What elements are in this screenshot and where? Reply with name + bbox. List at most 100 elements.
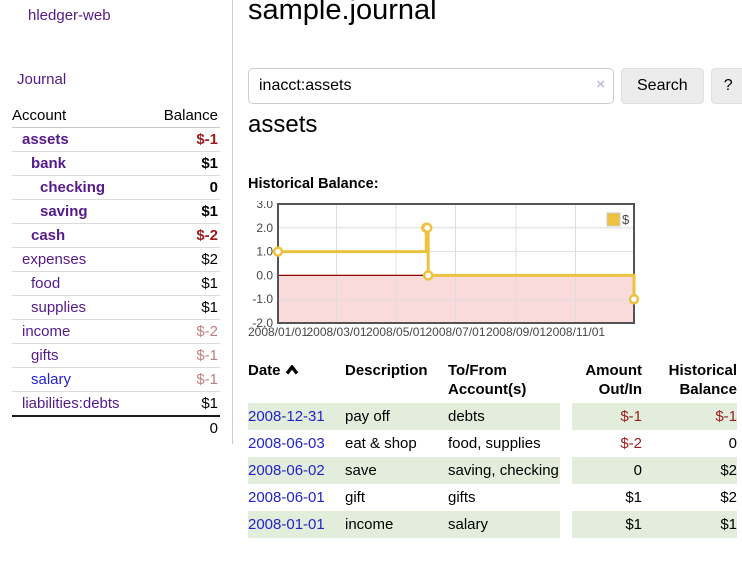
account-row: bank $1 [12, 151, 220, 176]
account-name-cell: liabilities:debts [12, 391, 149, 417]
search-input[interactable] [248, 68, 614, 104]
txn-date-link[interactable]: 2008-06-01 [248, 489, 325, 506]
account-name-cell: saving [12, 199, 149, 224]
account-balance: $-1 [148, 367, 220, 392]
txn-accounts: debts [448, 403, 560, 430]
txn-amount: $-1 [572, 403, 642, 430]
help-button[interactable]: ? [710, 68, 742, 104]
table-header-accounts: To/From Account(s) [448, 362, 527, 398]
accounts-header-account: Account [12, 104, 149, 128]
sidebar-item-journal[interactable]: Journal [17, 71, 67, 88]
chart-title: Historical Balance: [248, 176, 379, 192]
svg-text:-2.0: -2.0 [252, 316, 273, 330]
svg-text:2008/03/01: 2008/03/01 [306, 325, 366, 339]
svg-text:2008/01/01: 2008/01/01 [248, 325, 308, 339]
account-row: salary $-1 [12, 367, 220, 392]
svg-text:2008/05/01: 2008/05/01 [366, 325, 426, 339]
txn-balance: $-1 [642, 403, 737, 430]
account-balance: $-1 [148, 343, 220, 368]
account-balance: $1 [148, 295, 220, 320]
svg-text:2008/11/01: 2008/11/01 [546, 325, 605, 339]
sidebar-account-link[interactable]: cash [31, 227, 66, 244]
account-name-cell: food [12, 271, 149, 296]
accounts-header-balance: Balance [148, 104, 220, 128]
txn-date-cell: 2008-12-31 [248, 403, 345, 430]
account-row: gifts $-1 [12, 343, 220, 368]
account-balance: $1 [148, 199, 220, 224]
sidebar-account-link[interactable]: supplies [31, 299, 87, 316]
txn-description: eat & shop [345, 435, 417, 452]
txn-description: save [345, 457, 448, 484]
txn-amount: 0 [572, 457, 642, 484]
txn-date-link[interactable]: 2008-01-01 [248, 516, 325, 533]
sidebar: hledger-web Journal Account Balance asse… [0, 0, 233, 444]
account-row: assets $-1 [12, 127, 220, 152]
accounts-table: Account Balance assets $-1 bank $1 checking 0… [12, 104, 220, 440]
svg-text:2.0: 2.0 [256, 221, 273, 235]
sidebar-account-link[interactable]: assets [22, 131, 69, 148]
sidebar-account-link[interactable]: bank [31, 155, 67, 172]
account-name-cell: cash [12, 223, 149, 248]
txn-amount: $1 [625, 489, 642, 506]
txn-accounts: saving, checking [448, 457, 560, 484]
account-balance: $-2 [148, 223, 220, 248]
account-name-cell: gifts [12, 343, 149, 368]
txn-date-link[interactable]: 2008-06-02 [248, 462, 325, 479]
svg-text:2008/07/01: 2008/07/01 [425, 325, 485, 339]
table-header-amount: Amount Out/In [585, 362, 642, 398]
account-balance: $-1 [148, 127, 220, 152]
sidebar-account-link[interactable]: income [22, 323, 71, 340]
txn-balance: $2 [720, 489, 737, 506]
svg-text:2008/09/01: 2008/09/01 [486, 325, 546, 339]
txn-date-link[interactable]: 2008-12-31 [248, 408, 325, 425]
sort-ascending-icon [285, 365, 298, 375]
search-button[interactable]: Search [621, 68, 704, 104]
account-row: checking 0 [12, 175, 220, 200]
txn-accounts: salary [448, 511, 560, 538]
account-row: expenses $2 [12, 247, 220, 272]
txn-description: income [345, 511, 448, 538]
search-input-wrap: × [248, 68, 614, 104]
svg-text:1.0: 1.0 [256, 245, 273, 259]
account-balance: $1 [148, 271, 220, 296]
sidebar-account-link[interactable]: gifts [31, 347, 59, 364]
account-name-cell: checking [12, 175, 149, 200]
table-header-date[interactable]: Date [248, 361, 345, 403]
svg-text:0.0: 0.0 [256, 268, 273, 282]
sidebar-account-link[interactable]: expenses [22, 251, 87, 268]
txn-amount: $1 [572, 511, 642, 538]
account-balance: 0 [148, 175, 220, 200]
table-header-description: Description [345, 362, 428, 379]
account-row: cash $-2 [12, 223, 220, 248]
account-name-cell: salary [12, 367, 149, 392]
sidebar-account-link[interactable]: liabilities:debts [22, 395, 120, 412]
txn-accounts: gifts [448, 489, 476, 506]
account-row: supplies $1 [12, 295, 220, 320]
clear-search-icon[interactable]: × [596, 76, 605, 93]
txn-date-link[interactable]: 2008-06-03 [248, 435, 325, 452]
txn-date-cell: 2008-06-02 [248, 457, 345, 484]
txn-date-cell: 2008-01-01 [248, 511, 345, 538]
sidebar-account-link[interactable]: saving [40, 203, 88, 220]
txn-date-cell: 2008-06-03 [248, 430, 345, 457]
accounts-total-balance: 0 [148, 415, 220, 440]
account-balance: $1 [148, 391, 220, 417]
search-bar: × Search ? [248, 68, 742, 104]
accounts-header-row: Account Balance [12, 104, 220, 128]
brand-link[interactable]: hledger-web [28, 7, 111, 24]
account-name-cell: expenses [12, 247, 149, 272]
txn-description: gift [345, 489, 366, 506]
txn-balance: $2 [642, 457, 737, 484]
txn-date-cell: 2008-06-01 [248, 484, 345, 511]
transactions-table: Date Description To/From Account(s) Amou… [248, 361, 737, 538]
txn-amount: $-2 [620, 435, 642, 452]
table-header-date-label: Date [248, 362, 281, 379]
account-row: food $1 [12, 271, 220, 296]
sidebar-account-link[interactable]: checking [40, 179, 106, 196]
table-header-balance: Historical Balance [668, 362, 737, 398]
account-balance: $1 [148, 151, 220, 176]
sidebar-account-link[interactable]: salary [31, 371, 72, 388]
sidebar-account-link[interactable]: food [31, 275, 61, 292]
svg-text:-1.0: -1.0 [252, 292, 273, 306]
txn-description: pay off [345, 403, 448, 430]
